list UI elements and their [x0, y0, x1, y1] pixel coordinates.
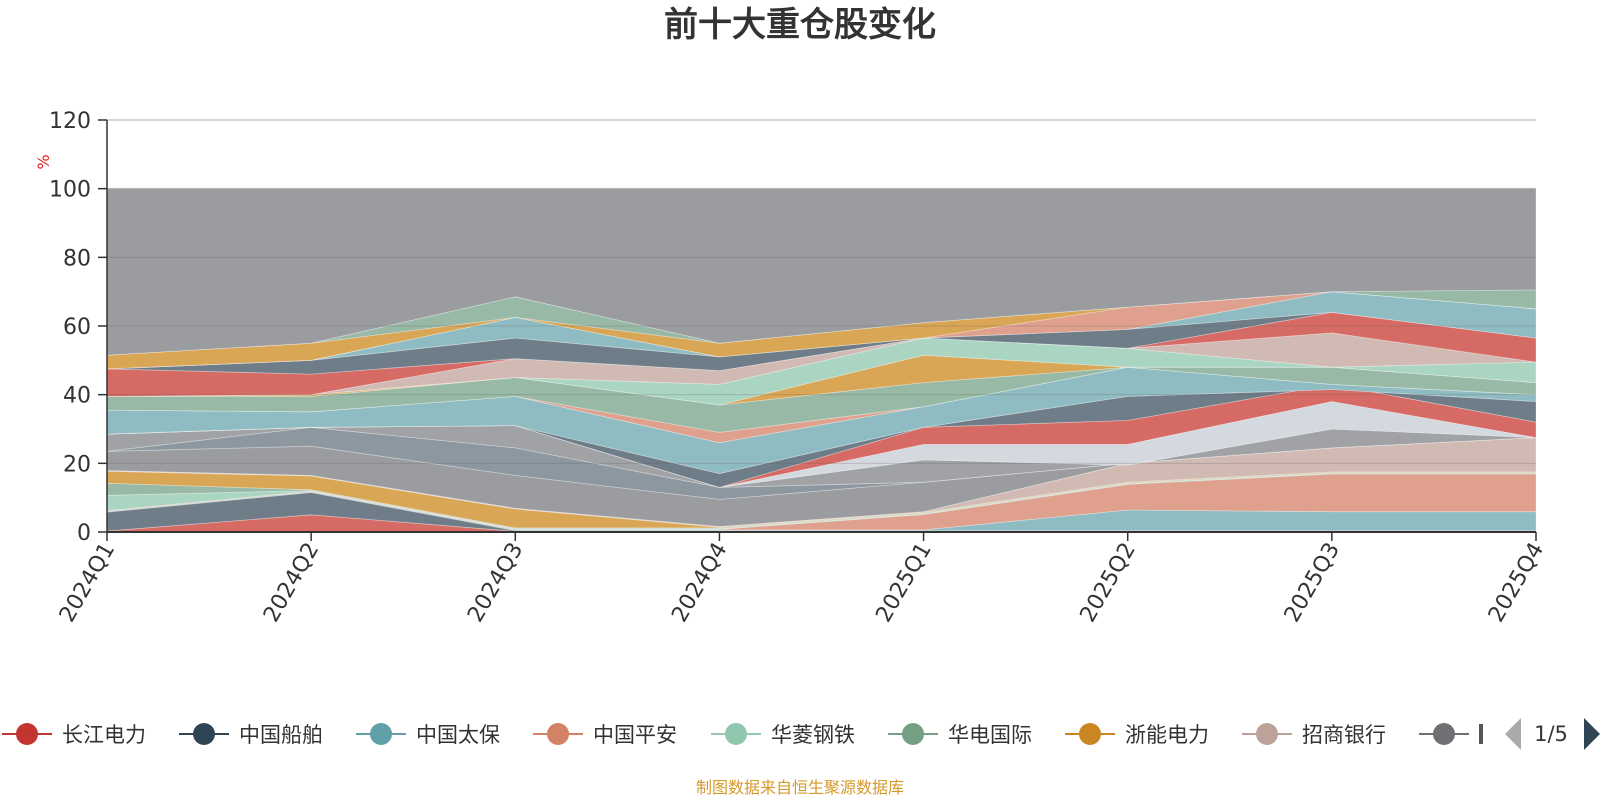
- y-tick-label: 60: [63, 315, 91, 340]
- legend-label: 华菱钢铁: [771, 723, 855, 747]
- x-tick-label: 2025Q2: [1076, 539, 1141, 627]
- area-band: [106, 383, 1537, 488]
- y-tick-label: 120: [49, 109, 91, 134]
- area-band: [106, 383, 1537, 488]
- x-tick-label: 2025Q1: [871, 539, 936, 627]
- legend-dot-icon: [547, 723, 569, 745]
- legend-label: 中国太保: [416, 723, 500, 747]
- area-band: [106, 366, 1537, 433]
- legend-label: 浙能电力: [1125, 723, 1209, 747]
- legend-dot-icon: [1079, 723, 1101, 745]
- legend-pager: 1/5: [1505, 718, 1600, 750]
- area-band: [106, 311, 1537, 397]
- next-page-icon[interactable]: [1584, 718, 1600, 750]
- legend-truncated-label: [1479, 724, 1483, 744]
- y-tick-label: 20: [63, 452, 91, 477]
- x-tick-label: 2024Q2: [259, 539, 324, 627]
- legend-item[interactable]: 中国平安: [533, 723, 677, 747]
- source-note: 制图数据来自恒生聚源数据库: [695, 778, 904, 797]
- legend-item[interactable]: 华电国际: [888, 723, 1032, 747]
- area-band: [106, 437, 1537, 528]
- area-band: [106, 291, 1537, 370]
- legend-dot-icon: [725, 723, 747, 745]
- area-band: [106, 470, 1537, 529]
- legend-dot-icon: [16, 723, 38, 745]
- legend-item-partial[interactable]: [1419, 723, 1483, 745]
- area-band: [106, 188, 1537, 356]
- y-tick-label: 40: [63, 384, 91, 409]
- page-indicator: 1/5: [1534, 722, 1568, 746]
- legend-item[interactable]: 招商银行: [1242, 723, 1386, 747]
- x-tick-label: 2024Q3: [463, 539, 528, 627]
- legend-item[interactable]: 中国船舶: [179, 723, 323, 747]
- legend-item[interactable]: 华菱钢铁: [711, 723, 855, 747]
- legend-dot-icon: [902, 723, 924, 745]
- area-band: [106, 425, 1537, 488]
- legend-label: 中国平安: [593, 723, 677, 747]
- legend-item[interactable]: 中国太保: [356, 723, 500, 747]
- legend-label: 华电国际: [948, 723, 1032, 747]
- legend-label: 中国船舶: [239, 723, 323, 747]
- legend-item[interactable]: 浙能电力: [1065, 723, 1209, 747]
- x-tick-label: 2025Q3: [1280, 539, 1345, 627]
- y-tick-label: 80: [63, 246, 91, 271]
- y-tick-label: 0: [77, 521, 91, 546]
- x-tick-label: 2024Q4: [667, 539, 732, 627]
- legend-dot-icon: [370, 723, 392, 745]
- area-layer: [106, 188, 1537, 533]
- y-axis-label: %: [34, 154, 53, 169]
- area-band: [106, 337, 1537, 406]
- legend-label: 长江电力: [62, 723, 146, 747]
- legend-label: 招商银行: [1302, 723, 1386, 747]
- y-tick-label: 100: [49, 178, 91, 203]
- x-tick-label: 2024Q1: [55, 539, 120, 627]
- area-band: [106, 289, 1537, 356]
- legend: 长江电力 中国船舶 中国太保 中国平安 华菱钢铁 华电国际 浙能电力 招商银行: [2, 723, 1483, 747]
- legend-item[interactable]: 长江电力: [2, 723, 146, 747]
- prev-page-icon[interactable]: [1505, 718, 1521, 750]
- x-tick-label: 2025Q4: [1484, 539, 1549, 627]
- legend-dot-icon: [193, 723, 215, 745]
- legend-dot-icon: [1256, 723, 1278, 745]
- chart-title: 前十大重仓股变化: [664, 5, 936, 45]
- legend-dot-icon: [1433, 723, 1455, 745]
